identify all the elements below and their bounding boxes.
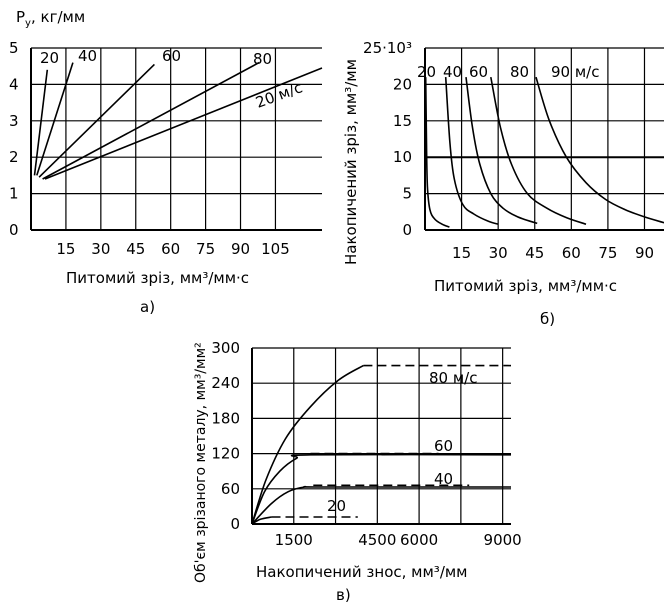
chart-b-curve-label-80: 80 — [510, 63, 529, 81]
x-tick-label: 6000 — [400, 531, 438, 549]
series-line — [36, 62, 74, 176]
chart-b-curve-label-40: 40 — [443, 63, 462, 81]
y-tick-label: 15 — [393, 112, 412, 130]
x-tick-label: 105 — [261, 240, 290, 258]
y-tick-label: 0 — [9, 221, 19, 239]
chart-b-y-ticks: 0 5 10 15 20 25·10³ — [363, 39, 412, 239]
x-tick-label: 30 — [91, 240, 110, 258]
x-tick-label: 60 — [562, 244, 581, 262]
chart-b-x-axis-label: Питомий зріз, мм³/мм·с — [434, 277, 617, 295]
y-tick-label: 180 — [211, 409, 240, 427]
y-tick-label: 2 — [9, 148, 19, 166]
y-tick-label: 0 — [230, 515, 240, 533]
chart-c-series — [251, 364, 512, 525]
chart-c-grid — [251, 347, 511, 525]
chart-b-curve-label-20: 20 — [417, 63, 436, 81]
chart-c-curve-label-40: 40 — [434, 470, 453, 488]
y-tick-label: 10 — [393, 148, 412, 166]
x-tick-label: 60 — [161, 240, 180, 258]
chart-a-panel-label: а) — [140, 298, 155, 316]
y-tick-label: 240 — [211, 374, 240, 392]
chart-b-x-ticks: 15 30 45 60 75 90 — [452, 244, 654, 262]
chart-a-series — [33, 61, 323, 180]
y-tick-label: 1 — [9, 185, 19, 203]
series-line — [490, 76, 587, 225]
x-tick-label: 15 — [56, 240, 75, 258]
x-tick-label: 45 — [525, 244, 544, 262]
chart-a-x-ticks: 15 30 45 60 75 90 105 — [56, 240, 289, 258]
series-line — [38, 63, 155, 178]
series-line — [251, 485, 512, 525]
series-line — [251, 364, 364, 525]
series-line — [251, 453, 512, 525]
x-tick-label: 90 — [635, 244, 654, 262]
series-line — [251, 516, 272, 525]
chart-b-series — [424, 76, 664, 228]
chart-a-curve-label-20ms: 20 м/с — [253, 78, 305, 111]
chart-c-curve-label-20: 20 — [327, 497, 346, 515]
chart-a-curve-label-60: 60 — [162, 47, 181, 65]
y-tick-label: 300 — [211, 339, 240, 357]
y-tick-label: 4 — [9, 75, 19, 93]
y-tick-label: 60 — [221, 480, 240, 498]
chart-a-curve-label-20: 20 — [40, 49, 59, 67]
x-tick-label: 90 — [231, 240, 250, 258]
series-line — [44, 67, 323, 180]
x-tick-label: 75 — [598, 244, 617, 262]
series-line — [424, 77, 450, 228]
chart-c-curve-label-80ms: 80 м/с — [429, 369, 477, 387]
chart-b-panel-label: б) — [540, 310, 555, 328]
x-tick-label: 9000 — [484, 531, 522, 549]
chart-b: 15 30 45 60 75 90 0 5 10 15 20 25·10³ Накопичений … — [342, 39, 664, 328]
series-line — [535, 76, 664, 224]
y-tick-label: 5 — [402, 185, 412, 203]
chart-c-x-ticks: 1500 4500 6000 9000 — [275, 531, 522, 549]
chart-c-panel-label: в) — [336, 586, 351, 603]
series-line — [33, 69, 49, 176]
chart-c: 1500 4500 6000 9000 0 60 120 180 240 300 Об'єм з… — [193, 339, 522, 603]
series-line — [42, 61, 260, 180]
x-tick-label: 4500 — [358, 531, 396, 549]
y-tick-label: 5 — [9, 39, 19, 57]
chart-b-y-axis-label: Накопичений зріз, мм³/мм — [342, 59, 360, 265]
series-line — [465, 76, 538, 225]
x-tick-label: 75 — [196, 240, 215, 258]
x-tick-label: 1500 — [275, 531, 313, 549]
chart-c-x-axis-label: Накопичений знос, мм³/мм — [256, 563, 468, 581]
chart-a-grid — [30, 47, 322, 231]
chart-c-y-ticks: 0 60 120 180 240 300 — [211, 339, 240, 533]
chart-a-y-ticks: 0 1 2 3 4 5 — [9, 39, 19, 239]
chart-a-curve-label-40: 40 — [78, 47, 97, 65]
chart-a-curve-label-80: 80 — [253, 50, 272, 68]
y-tick-label: 3 — [9, 112, 19, 130]
x-tick-label: 30 — [489, 244, 508, 262]
x-tick-label: 15 — [452, 244, 471, 262]
chart-b-curve-label-90ms: 90 м/с — [551, 63, 599, 81]
y-tick-label: 0 — [402, 221, 412, 239]
x-tick-label: 45 — [126, 240, 145, 258]
y-tick-label: 25·10³ — [363, 39, 412, 57]
y-tick-label: 120 — [211, 445, 240, 463]
chart-a-y-axis-label: Py, кг/мм — [16, 8, 85, 29]
chart-c-y-axis-label: Об'єм зрізаного металу, мм³/мм² — [193, 342, 209, 583]
chart-c-curve-label-60: 60 — [434, 437, 453, 455]
chart-b-curve-label-60: 60 — [469, 63, 488, 81]
chart-a-x-axis-label: Питомий зріз, мм³/мм·с — [66, 269, 249, 287]
y-tick-label: 20 — [393, 75, 412, 93]
series-line — [444, 77, 499, 225]
